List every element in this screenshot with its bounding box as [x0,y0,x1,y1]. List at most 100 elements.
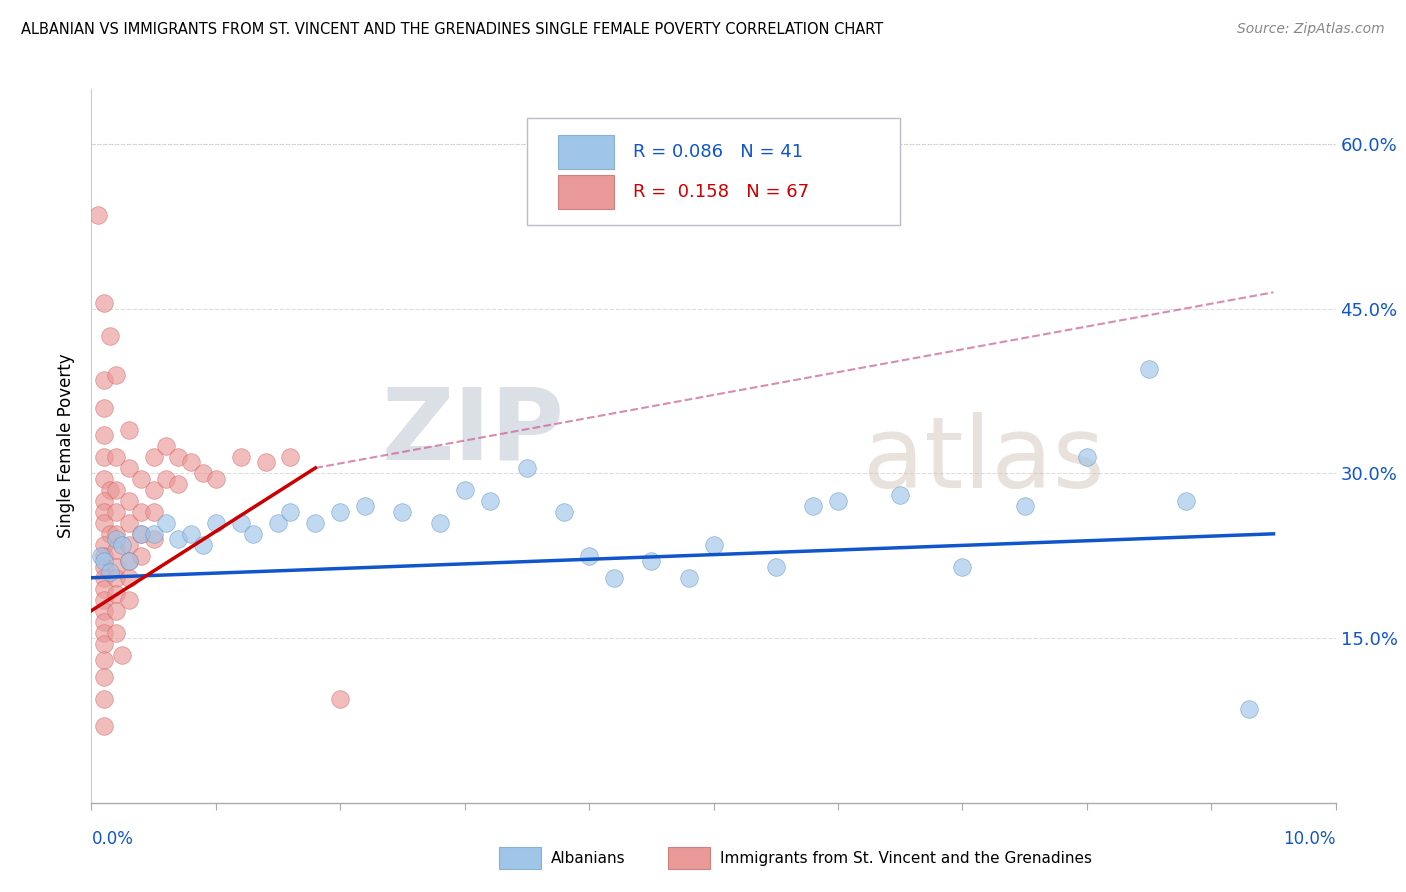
Point [93,494,115,508]
Point [105,587,128,601]
Point [167,450,190,464]
Point [1076,450,1098,464]
Point [254,455,277,469]
Point [98,329,121,343]
Point [129,526,152,541]
Point [105,368,128,382]
Point [242,526,264,541]
Point [267,516,290,530]
Point [516,461,538,475]
Point [105,533,128,547]
Point [86,209,108,223]
Point [391,505,413,519]
Point [118,554,141,568]
Point [478,494,501,508]
Point [93,428,115,442]
Point [93,719,115,733]
Point [193,538,215,552]
Point [118,554,141,568]
Point [603,571,626,585]
Point [142,505,165,519]
Point [429,516,451,530]
Point [93,296,115,310]
Point [118,423,141,437]
Point [354,500,377,514]
Point [129,472,152,486]
Point [93,559,115,574]
Point [1175,494,1198,508]
Text: R = 0.086   N = 41: R = 0.086 N = 41 [633,143,803,161]
Point [105,604,128,618]
Point [105,450,128,464]
Point [280,450,302,464]
Point [93,669,115,683]
Point [118,516,141,530]
Y-axis label: Single Female Poverty: Single Female Poverty [58,354,76,538]
Point [118,494,141,508]
Point [118,461,141,475]
Point [111,648,134,662]
Point [93,592,115,607]
Point [702,538,725,552]
Point [93,472,115,486]
Point [280,505,302,519]
Point [93,625,115,640]
Text: R =  0.158   N = 67: R = 0.158 N = 67 [633,183,808,201]
Point [229,516,252,530]
Point [193,467,215,481]
Point [155,516,177,530]
Point [129,549,152,563]
Text: Source: ZipAtlas.com: Source: ZipAtlas.com [1237,22,1385,37]
Point [167,533,190,547]
Point [90,549,112,563]
Text: 10.0%: 10.0% [1284,830,1336,847]
Text: 0.0%: 0.0% [91,830,134,847]
Point [93,571,115,585]
Point [142,533,165,547]
Point [111,538,134,552]
Point [93,615,115,629]
Point [98,566,121,580]
Point [93,653,115,667]
Point [93,450,115,464]
Point [167,477,190,491]
Point [640,554,662,568]
Point [180,526,202,541]
Point [105,543,128,558]
Point [950,559,973,574]
Point [105,559,128,574]
Point [827,494,849,508]
Point [1237,702,1260,716]
Point [93,538,115,552]
Text: ALBANIAN VS IMMIGRANTS FROM ST. VINCENT AND THE GRENADINES SINGLE FEMALE POVERTY: ALBANIAN VS IMMIGRANTS FROM ST. VINCENT … [21,22,883,37]
Point [93,637,115,651]
Point [93,505,115,519]
Point [105,526,128,541]
Point [889,488,911,502]
Point [93,604,115,618]
Point [98,526,121,541]
Point [93,373,115,387]
Bar [558,135,614,169]
Point [105,505,128,519]
Point [129,526,152,541]
Point [765,559,787,574]
Point [118,571,141,585]
FancyBboxPatch shape [527,118,900,225]
Point [118,538,141,552]
Point [578,549,600,563]
Point [142,450,165,464]
Point [205,472,228,486]
Point [329,691,352,706]
Point [105,625,128,640]
Point [553,505,575,519]
Point [93,554,115,568]
Point [105,483,128,497]
Text: Immigrants from St. Vincent and the Grenadines: Immigrants from St. Vincent and the Gren… [720,851,1092,865]
Point [329,505,352,519]
Point [93,549,115,563]
Point [1014,500,1036,514]
Bar [558,175,614,209]
Text: ZIP: ZIP [381,384,564,480]
Point [93,582,115,596]
